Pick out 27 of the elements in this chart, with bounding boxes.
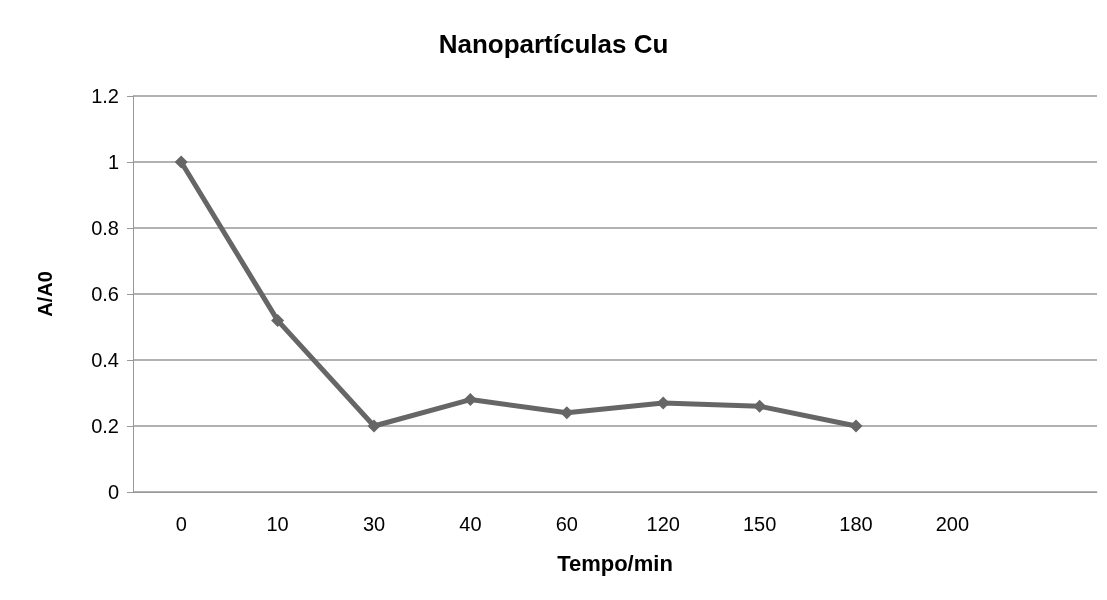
x-tick-label: 0: [175, 513, 187, 535]
point: [656, 396, 670, 410]
x-axis-title: Tempo/min: [557, 550, 673, 576]
x-tick-label: 30: [362, 513, 386, 535]
x-tick-label: 200: [935, 513, 970, 535]
x-tick-label: 60: [555, 513, 578, 535]
y-tick-label: 1.2: [91, 85, 119, 107]
y-tick-label: 0.8: [91, 217, 119, 239]
point: [174, 155, 188, 169]
y-tick-label: 0.4: [91, 349, 119, 371]
y-tick-label: 0.6: [91, 283, 119, 305]
point: [560, 406, 574, 420]
point: [849, 419, 863, 433]
point: [271, 313, 285, 327]
y-tick-label: 1: [107, 151, 119, 173]
point: [367, 419, 381, 433]
x-tick-label: 150: [742, 513, 777, 535]
point: [753, 399, 767, 413]
x-tick-label: 10: [266, 513, 289, 535]
chart-title: Nanopartículas Cu: [438, 29, 669, 59]
y-axis-title: A/A0: [34, 271, 56, 317]
x-tick-label: 180: [839, 513, 873, 535]
y-tick-label: 0: [107, 481, 119, 503]
y-tick-label: 0.2: [91, 415, 119, 437]
point: [463, 393, 477, 407]
x-tick-label: 40: [459, 513, 482, 535]
x-tick-label: 120: [646, 513, 680, 535]
